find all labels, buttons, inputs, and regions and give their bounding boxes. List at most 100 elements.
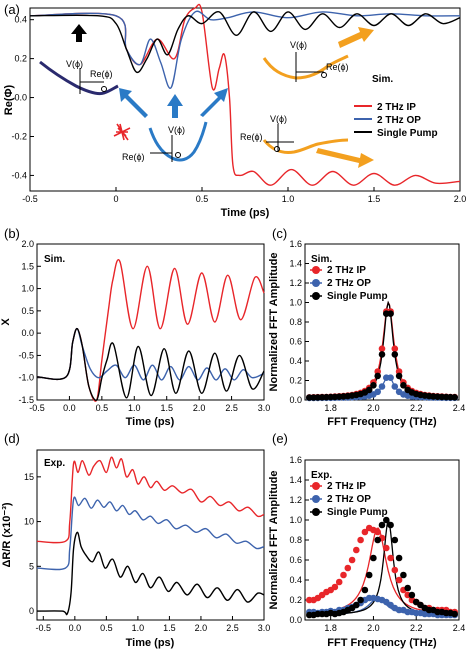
- legend-e-ip: 2 THz IP: [327, 481, 366, 492]
- panel-d-frame: [36, 449, 265, 621]
- data-point-single-pump: [370, 554, 377, 562]
- series-line-2-thz-op: [29, 10, 461, 89]
- data-point-2-thz-ip: [331, 583, 339, 591]
- panel-c-ylabel: Normalized FFT Amplitude: [268, 253, 280, 392]
- x-tick-label: 2.0: [195, 623, 208, 633]
- panel-b: (b) -0.5 0.0 0.5 1.0 1.5 2.0 2.5 3.0-1.5-1.0-0.…: [0, 226, 270, 428]
- series-line-single-pump: [36, 327, 265, 401]
- legend-e-single: Single Pump: [327, 507, 388, 518]
- x-tick-label: 3.0: [258, 623, 271, 633]
- data-point-single-pump: [365, 571, 373, 579]
- data-point-single-pump: [370, 382, 377, 389]
- data-point-single-pump: [378, 521, 386, 529]
- y-tick-label: 0.6: [289, 337, 302, 347]
- data-point-2-thz-ip: [391, 566, 399, 574]
- x-tick-label: 2.0: [454, 194, 467, 204]
- y-tick-label: 0.5: [21, 306, 34, 316]
- re-label-left: Re(ϕ): [90, 69, 113, 79]
- series-line-single-pump: [29, 11, 461, 74]
- data-point-2-thz-op: [374, 388, 382, 396]
- data-point-2-thz-op: [387, 374, 394, 382]
- panel-c: (c) 1.8 2.0 2.2 2.4 0.0 0.2 0.4 0.6 0.8 1.0 1.2 1.4…: [268, 226, 465, 428]
- y-tick-label: 1.2: [289, 278, 302, 288]
- x-tick-label: 0: [113, 194, 118, 204]
- panel-c-label: (c): [272, 226, 287, 241]
- data-point-single-pump: [404, 584, 412, 592]
- arrow-blue-left: [119, 88, 148, 118]
- y-tick-label: -0.2: [11, 131, 27, 141]
- series-line-single-pump: [36, 531, 265, 616]
- x-tick-label: 2.0: [193, 403, 206, 413]
- data-point-single-pump: [357, 596, 364, 604]
- panel-a-annotation: Sim.: [372, 74, 393, 85]
- x-tick-label: 2.0: [367, 403, 380, 413]
- y-tick-label: 0.2: [14, 54, 27, 64]
- pump-pulse: [113, 123, 131, 141]
- data-point-single-pump: [391, 536, 399, 544]
- series-line-2-thz-ip: [29, 3, 461, 186]
- data-point-2-thz-ip: [353, 546, 360, 554]
- y-tick-label: 0.8: [289, 535, 302, 545]
- y-tick-label: -0.5: [18, 350, 34, 360]
- y-tick-label: 0.2: [289, 595, 302, 605]
- data-point-2-thz-ip: [357, 536, 364, 544]
- data-point-2-thz-op: [378, 383, 386, 390]
- legend-a-single: Single Pump: [377, 128, 438, 139]
- panel-b-label: (b): [4, 226, 20, 241]
- x-tick-label: 2.5: [225, 403, 238, 413]
- panel-a-label: (a): [4, 2, 20, 17]
- x-tick-label: 0.0: [69, 623, 82, 633]
- y-tick-label: 0.0: [21, 328, 34, 338]
- x-tick-label: 1.8: [324, 623, 337, 633]
- x-tick-label: 0.5: [100, 623, 113, 633]
- y-tick-label: 10: [24, 517, 34, 527]
- y-tick-label: 0.0: [289, 615, 302, 625]
- y-tick-label: 1.6: [289, 239, 302, 249]
- y-tick-label: 0.0: [14, 93, 27, 103]
- panel-d-xlabel: Time (ps): [126, 637, 175, 649]
- data-point-single-pump: [365, 386, 373, 394]
- re-label-upper-right: Re(ϕ): [326, 62, 349, 72]
- x-tick-label: 2.4: [453, 403, 466, 413]
- potential-well-upper-right: [262, 54, 349, 80]
- panel-b-series: [36, 259, 265, 402]
- data-point-single-pump: [361, 586, 369, 594]
- y-tick-label: -1.5: [18, 395, 34, 405]
- series-line-2-thz-op: [36, 496, 265, 571]
- panel-e: (e) 1.8 2.0 2.2 2.4 0.0 0.2 0.4 0.6 0.8 1.0 1.2 1.4…: [268, 431, 465, 649]
- x-tick-label: 2.2: [410, 403, 423, 413]
- y-tick-label: 0: [29, 606, 34, 616]
- x-tick-label: 3.0: [258, 403, 271, 413]
- v-label-center: V(ϕ): [168, 125, 185, 135]
- well-ball-lower-right: [274, 146, 280, 152]
- x-tick-label: 1.0: [128, 403, 141, 413]
- arrow-orange-up: [338, 27, 374, 48]
- re-label-lower-right: Re(ϕ): [240, 132, 263, 142]
- x-tick-label: 1.5: [163, 623, 176, 633]
- data-point-single-pump: [408, 591, 416, 599]
- data-point-single-pump: [374, 372, 382, 380]
- panel-a-legend: 2 THz IP 2 THz OP Single Pump: [354, 102, 438, 139]
- panel-d-ylabel: ΔR/R (x10⁻³): [1, 502, 13, 567]
- panel-c-xlabel: FFT Frequency (THz): [327, 416, 437, 428]
- panel-a-schematic: V(ϕ) Re(ϕ) V(ϕ) Re(ϕ) V(ϕ) R: [39, 24, 374, 168]
- panel-a-frame: [29, 7, 461, 192]
- re-label-center: Re(ϕ): [122, 152, 145, 162]
- panel-e-annotation: Exp.: [311, 470, 332, 481]
- data-point-single-pump: [395, 554, 403, 562]
- v-label-upper-right: V(ϕ): [290, 40, 307, 50]
- x-tick-label: 1.0: [282, 194, 295, 204]
- x-tick-label: 2.4: [453, 623, 466, 633]
- panel-e-ylabel: Normalized FFT Amplitude: [268, 471, 280, 610]
- data-point-single-pump: [383, 516, 390, 524]
- x-tick-label: 2.5: [226, 623, 239, 633]
- panel-d-annotation: Exp.: [44, 458, 65, 469]
- well-ball-center: [175, 152, 181, 158]
- data-point-2-thz-ip: [374, 528, 382, 536]
- data-point-2-thz-ip: [383, 544, 390, 552]
- data-point-single-pump: [395, 372, 403, 380]
- legend-c-op: 2 THz OP: [327, 278, 371, 289]
- panel-d-label: (d): [4, 431, 20, 446]
- data-point-single-pump: [391, 351, 399, 358]
